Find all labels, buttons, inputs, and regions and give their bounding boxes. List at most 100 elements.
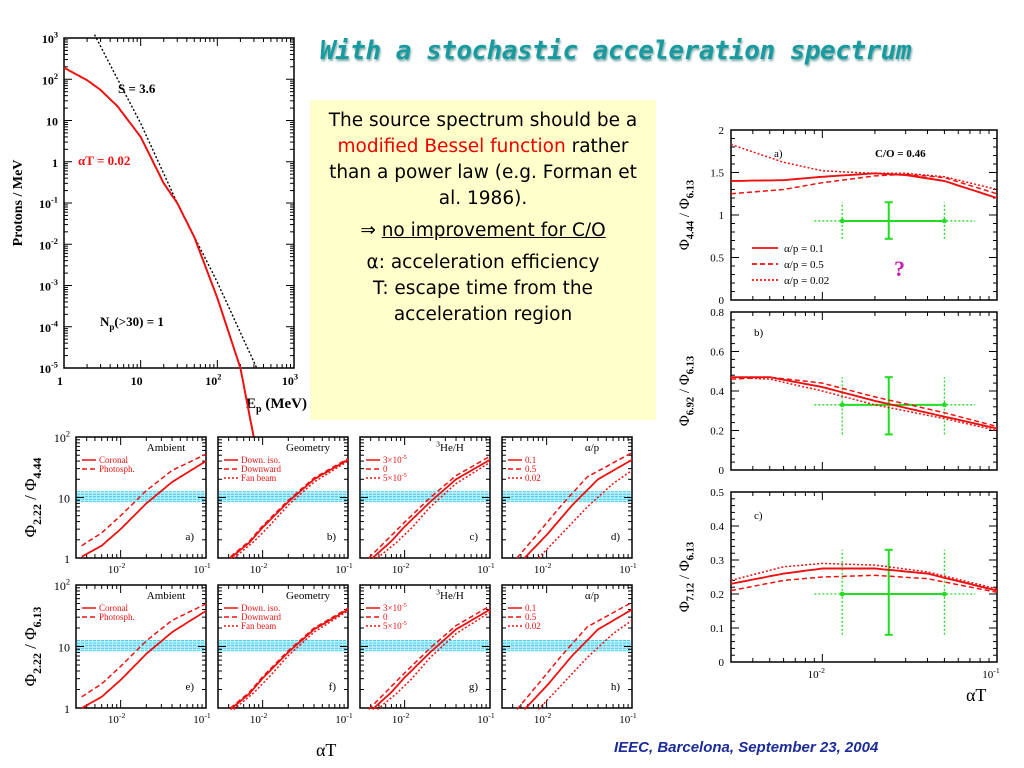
model-curve <box>81 453 207 547</box>
legend-label: Down. iso. <box>241 455 280 465</box>
y-tick-label: 1 <box>52 156 58 170</box>
y-tick-label: 0.3 <box>710 555 724 567</box>
x-tick-label: 10-2 <box>808 666 826 681</box>
y-axis-title: Protons / MeV <box>11 160 26 247</box>
x-tick-label: 10 <box>131 374 143 388</box>
model-curve <box>523 608 633 711</box>
x-tick-label: 10-2 <box>534 711 552 726</box>
axis-title: Φ4.44 / Φ6.13 <box>677 180 697 250</box>
row-ylabel: Φ2.22 / Φ4.44 <box>21 458 44 538</box>
y-tick-label: 0.4 <box>710 386 724 398</box>
panel-title: Geometry <box>286 442 330 454</box>
x-tick-label: 10-2 <box>250 561 268 576</box>
model-curve <box>730 574 998 594</box>
model-curve <box>229 459 349 559</box>
panel-title: Ambient <box>147 590 186 602</box>
note-paragraph-bessel: The source spectrum should be a modified… <box>316 108 650 212</box>
panel-title: 3He/H <box>436 440 464 454</box>
row-ylabel: Φ2.22 / Φ6.13 <box>21 607 44 687</box>
ratio-panel-frame <box>730 129 998 301</box>
model-curve <box>523 459 633 559</box>
model-curve <box>376 611 491 710</box>
model-curve <box>368 455 491 559</box>
model-curve <box>230 607 349 709</box>
y-tick-label: 0.2 <box>710 426 724 438</box>
panel-id: c) <box>469 531 478 543</box>
y-tick-label: 1 <box>64 702 70 716</box>
y-tick-label: 10-4 <box>39 319 59 334</box>
obs-bound-point <box>942 402 947 408</box>
legend-label: α/p = 0.02 <box>784 275 829 287</box>
y-tick-label: 0.5 <box>710 487 724 499</box>
x-tick-label: 10-1 <box>619 711 637 726</box>
panel-id: c) <box>754 510 763 522</box>
note-paragraph-definitions: α: acceleration efficiency T: escape time… <box>316 250 650 328</box>
y-tick-label: 0.8 <box>710 307 724 319</box>
x-tick-label: 10-2 <box>392 711 410 726</box>
y-tick-label: 0.2 <box>710 589 724 601</box>
annotation-np: Np(>30) = 1 <box>100 314 164 332</box>
x-axis-title: Ep (MeV) <box>246 396 307 415</box>
y-tick-label: 10 <box>58 641 70 655</box>
legend-label: 0.5 <box>525 464 537 474</box>
panel-id: a) <box>774 148 783 160</box>
ratio-panel-frame <box>730 491 998 663</box>
implies-arrow: ⇒ <box>360 220 382 241</box>
y-tick-label: 0.6 <box>710 347 724 359</box>
legend-label: Fan beam <box>241 621 276 631</box>
x-tick-label: 10-2 <box>108 711 126 726</box>
model-curve <box>376 461 491 559</box>
model-curve <box>537 469 633 559</box>
x-tick-label: 10-1 <box>193 711 211 726</box>
legend-label: α/p = 0.5 <box>784 259 824 271</box>
x-tick-label: 10-1 <box>619 561 637 576</box>
y-tick-label: 10-1 <box>39 196 58 211</box>
model-curve <box>371 459 491 559</box>
panel-id: b) <box>327 531 337 543</box>
panel-b-ylabel: Φ6.92 / Φ6.13 <box>677 356 697 426</box>
legend-label: Photosph. <box>99 464 135 474</box>
x-tick-label: 10-2 <box>392 561 410 576</box>
legend-label: 5×10-5 <box>383 620 407 631</box>
model-curve <box>730 172 998 199</box>
obs-bound-point <box>839 402 845 408</box>
panel-id: d) <box>611 531 621 543</box>
x-tick-label: 10-2 <box>534 561 552 576</box>
panel-id: f) <box>329 681 337 693</box>
legend-label: 0 <box>383 464 388 474</box>
y-tick-label: 1 <box>64 552 70 566</box>
x-tick-label: 10-2 <box>250 711 268 726</box>
y-tick-label: 10-3 <box>39 278 58 293</box>
legend-label: 0.1 <box>525 603 536 613</box>
annotation-alphaT: αT = 0.02 <box>78 153 130 168</box>
bessel-line <box>63 66 255 439</box>
legend-label: Fan beam <box>241 473 276 483</box>
x-tick-label: 10-1 <box>477 561 495 576</box>
y-tick-label: 0.5 <box>710 253 724 265</box>
panel-id: e) <box>185 681 194 693</box>
model-curve <box>229 608 349 711</box>
slide-title: With a stochastic acceleration spectrum <box>320 36 911 66</box>
legend-label: 0.02 <box>525 473 541 483</box>
panel-id: a) <box>185 531 194 543</box>
note-definition-t: T: escape time from the acceleration reg… <box>373 278 593 325</box>
legend-label: 0.1 <box>525 455 536 465</box>
legend-label: Down. iso. <box>241 603 280 613</box>
legend-label: 5×10-5 <box>383 472 407 483</box>
y-tick-label: 0.4 <box>710 521 724 533</box>
model-curve <box>230 457 349 558</box>
ratio-panel-frame <box>730 311 998 471</box>
model-curve <box>81 610 207 709</box>
x-tick-label: 10-1 <box>335 711 353 726</box>
obs-bound-point <box>839 218 845 224</box>
note-highlight: modified Bessel function <box>337 136 566 157</box>
model-curve <box>730 376 998 428</box>
panel-a-ylabel: Φ4.44 / Φ6.13 <box>677 180 697 250</box>
y-tick-label: 10 <box>46 115 58 129</box>
x-tick-label: 10-1 <box>477 711 495 726</box>
x-tick-label: 102 <box>205 373 221 388</box>
panel-title: 3He/H <box>436 588 464 602</box>
model-curve <box>81 603 207 698</box>
panel-id: h) <box>611 681 621 693</box>
